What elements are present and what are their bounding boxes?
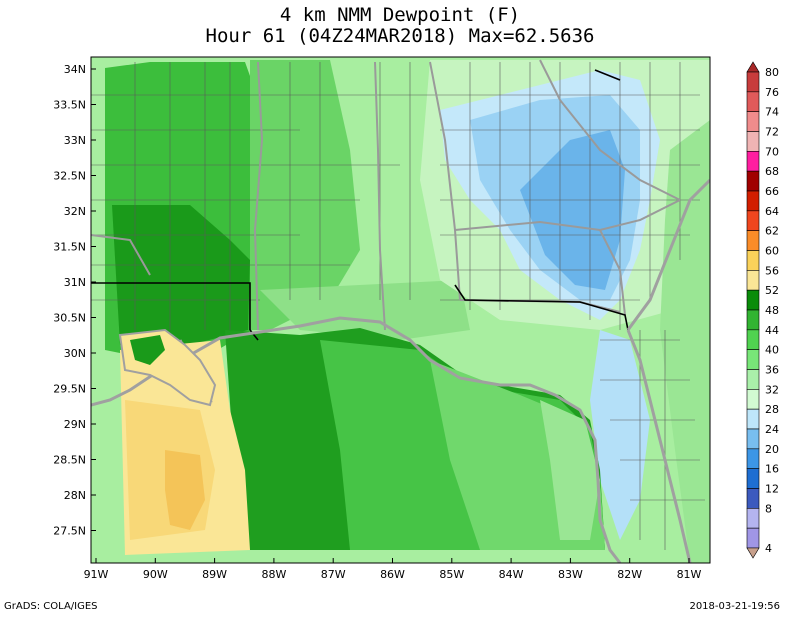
map-subtitle: Hour 61 (04Z24MAR2018) Max=62.5636 [205, 25, 595, 47]
lat-label: 32N [64, 205, 86, 218]
lon-label: 91W [84, 568, 109, 581]
map-frame [90, 56, 711, 564]
colorbar-label: 32 [765, 383, 779, 396]
dry-area-dark [520, 130, 625, 290]
peninsula-dry-area [590, 330, 650, 540]
lon-label: 88W [261, 568, 286, 581]
colorbar-swatch [746, 329, 760, 350]
colorbar-label: 74 [765, 106, 779, 119]
lon-label: 90W [143, 568, 168, 581]
colorbar-label: 62 [765, 225, 779, 238]
colorbar-swatch [746, 250, 760, 271]
lat-label: 27.5N [53, 525, 86, 538]
atlantic-moist-region [660, 120, 710, 563]
colorbar-label: 64 [765, 205, 779, 218]
colorbar-swatch [746, 111, 760, 132]
colorbar-swatch [746, 389, 760, 410]
lat-label: 33N [64, 134, 86, 147]
colorbar-label: 70 [765, 145, 779, 158]
colorbar-swatch [746, 527, 760, 549]
colorbar-label: 40 [765, 344, 779, 357]
lon-label: 81W [677, 568, 702, 581]
colorbar-swatch [746, 488, 760, 509]
colorbar-label: 52 [765, 284, 779, 297]
county-lines [91, 62, 705, 550]
colorbar-label: 20 [765, 443, 779, 456]
lon-label: 85W [439, 568, 464, 581]
colorbar-label: 48 [765, 304, 779, 317]
lat-label: 28.5N [53, 454, 86, 467]
colorbar-label: 68 [765, 165, 779, 178]
west-gulf-max [165, 450, 205, 530]
lat-label: 29.5N [53, 383, 86, 396]
colorbar-label: 80 [765, 66, 779, 79]
lon-label: 83W [558, 568, 583, 581]
colorbar-swatch [746, 369, 760, 390]
colorbar-swatch [746, 170, 760, 192]
lon-label: 82W [617, 568, 642, 581]
colorbar-label: 24 [765, 423, 779, 436]
colorbar-swatch [746, 309, 760, 331]
west-very-moist-region [112, 205, 250, 350]
lat-label: 31N [64, 276, 86, 289]
lat-label: 32.5N [53, 170, 86, 183]
colorbar-swatch [746, 190, 760, 212]
colorbar-label: 28 [765, 403, 779, 416]
lat-label: 34N [64, 63, 86, 76]
colorbar-swatch [746, 289, 760, 311]
colorbar-label: 16 [765, 463, 779, 476]
lon-label: 89W [202, 568, 227, 581]
footer-credit: GrADS: COLA/IGES [4, 601, 98, 612]
gulf-shelf-region [540, 400, 600, 540]
colorbar-swatch [746, 448, 760, 469]
colorbar-swatch [746, 428, 760, 450]
colorbar-label: 56 [765, 264, 779, 277]
colorbar-swatch [746, 349, 760, 370]
colorbar-label: 36 [765, 364, 779, 377]
lat-label: 31.5N [53, 241, 86, 254]
map-panel [91, 57, 710, 563]
colorbar-swatch [746, 270, 760, 291]
lat-label: 30N [64, 347, 86, 360]
colorbar-swatch [746, 408, 760, 430]
colorbar-swatch [746, 91, 760, 112]
colorbar-swatch [746, 71, 760, 93]
colorbar-top-arrow [746, 61, 760, 73]
colorbar-label: 60 [765, 245, 779, 258]
colorbar-swatch [746, 151, 760, 172]
state-boundary-lines [91, 69, 629, 341]
lon-label: 86W [380, 568, 405, 581]
map-axes: 34N 33.5N 33N 32.5N 32N 31.5N 31N 30.5N 30N 29.5N… [53, 63, 701, 581]
colorbar-label: 44 [765, 324, 779, 337]
central-land-region [250, 60, 360, 330]
colorbar-label: 72 [765, 126, 779, 139]
colorbar-swatch [746, 508, 760, 529]
lat-label: 29N [64, 418, 86, 431]
colorbar-label: 12 [765, 483, 779, 496]
colorbar-label: 76 [765, 86, 779, 99]
footer-timestamp: 2018-03-21-19:56 [689, 601, 780, 612]
lake-pontchartrain-area [130, 335, 165, 365]
lat-label: 33.5N [53, 99, 86, 112]
colorbar-bottom-arrow [746, 547, 760, 559]
colorbar-swatch [746, 210, 760, 231]
colorbar-label: 66 [765, 185, 779, 198]
colorbar-swatch [746, 131, 760, 152]
colorbar: 8076747270686664626056524844403632282420… [746, 61, 779, 559]
map-title: 4 km NMM Dewpoint (F) [279, 4, 521, 26]
lon-label: 84W [499, 568, 524, 581]
colorbar-label: 4 [765, 542, 772, 555]
colorbar-swatch [746, 468, 760, 489]
lat-label: 30.5N [53, 312, 86, 325]
lat-label: 28N [64, 489, 86, 502]
colorbar-swatch [746, 230, 760, 251]
lon-label: 87W [321, 568, 346, 581]
colorbar-label: 8 [765, 502, 772, 515]
